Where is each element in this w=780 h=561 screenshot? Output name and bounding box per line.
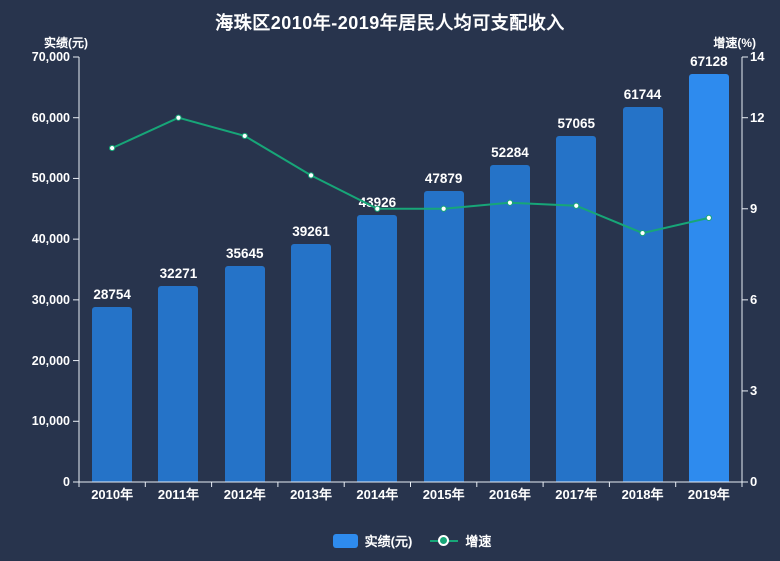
legend: 实绩(元) 增速 bbox=[22, 531, 780, 550]
left-axis-tick-label: 20,000 bbox=[31, 353, 70, 368]
left-axis-tick-label: 40,000 bbox=[31, 232, 70, 247]
right-axis-tick-label: 12 bbox=[750, 109, 765, 125]
legend-item-line-series[interactable]: 增速 bbox=[430, 531, 491, 550]
left-axis-tick-label: 50,000 bbox=[31, 171, 70, 186]
x-axis-label-2015年: 2015年 bbox=[422, 487, 465, 502]
bar-2010年[interactable] bbox=[92, 307, 133, 482]
bar-2012年[interactable] bbox=[224, 265, 265, 482]
line-series-swatch-icon bbox=[430, 534, 459, 548]
x-axis-label-2010年: 2010年 bbox=[91, 487, 134, 502]
right-axis-tick-label: 3 bbox=[750, 382, 758, 398]
left-axis-tick-label: 60,000 bbox=[31, 110, 70, 125]
chart-title: 海珠区2010年-2019年居民人均可支配收入 bbox=[215, 13, 565, 33]
left-axis-tick-label: 30,000 bbox=[31, 292, 70, 307]
right-axis-tick-label: 6 bbox=[750, 291, 758, 307]
bar-2018年[interactable] bbox=[622, 107, 663, 482]
line-point-2013年[interactable] bbox=[307, 172, 315, 179]
left-axis-tick-label: 70,000 bbox=[31, 50, 70, 64]
bar-value-label: 32271 bbox=[159, 266, 198, 282]
x-axis-label-2012年: 2012年 bbox=[223, 487, 266, 502]
x-axis-label-2014年: 2014年 bbox=[356, 487, 399, 502]
line-point-2010年[interactable] bbox=[109, 144, 116, 152]
bar-value-label: 43926 bbox=[358, 195, 397, 211]
bar-2016年[interactable] bbox=[489, 164, 530, 482]
bar-value-label: 52284 bbox=[491, 144, 529, 160]
left-axis-tick-label: 10,000 bbox=[31, 414, 70, 429]
bar-2011年[interactable] bbox=[158, 286, 199, 482]
bar-value-label: 67128 bbox=[690, 54, 728, 70]
right-axis-title: 增速(%) bbox=[713, 36, 756, 50]
bar-value-label: 57065 bbox=[557, 115, 596, 131]
x-axis-label-2017年: 2017年 bbox=[555, 487, 598, 502]
x-axis-label-2013年: 2013年 bbox=[290, 487, 332, 502]
legend-line-label: 增速 bbox=[465, 534, 492, 549]
right-axis-tick-label: 9 bbox=[750, 200, 758, 216]
x-axis-label-2019年: 2019年 bbox=[687, 487, 730, 502]
legend-item-bar-series[interactable]: 实绩(元) bbox=[332, 531, 413, 550]
bar-value-label: 28754 bbox=[93, 287, 131, 303]
right-axis-tick-label: 0 bbox=[750, 474, 758, 489]
bar-value-label: 47879 bbox=[424, 171, 463, 187]
x-axis-label-2016年: 2016年 bbox=[488, 487, 531, 502]
bar-value-label: 39261 bbox=[292, 223, 330, 239]
left-axis-title: 实绩(元) bbox=[44, 36, 88, 50]
bar-2014年[interactable] bbox=[357, 215, 398, 482]
left-axis-tick-label: 0 bbox=[63, 475, 70, 489]
x-axis-label-2011年: 2011年 bbox=[157, 487, 200, 502]
bar-2015年[interactable] bbox=[423, 191, 464, 482]
bar-2013年[interactable] bbox=[291, 243, 332, 482]
line-point-2012年[interactable] bbox=[241, 132, 248, 140]
legend-bar-label: 实绩(元) bbox=[364, 534, 413, 549]
bar-series-swatch-icon bbox=[332, 533, 358, 548]
right-axis-tick-label: 14 bbox=[750, 49, 765, 64]
bar-value-label: 61744 bbox=[623, 87, 662, 103]
bar-2017年[interactable] bbox=[556, 135, 597, 482]
bar-value-label: 35645 bbox=[225, 245, 264, 261]
bar-2019年[interactable] bbox=[688, 74, 729, 482]
line-point-2011年[interactable] bbox=[175, 114, 182, 121]
x-axis-label-2018年: 2018年 bbox=[621, 487, 664, 502]
